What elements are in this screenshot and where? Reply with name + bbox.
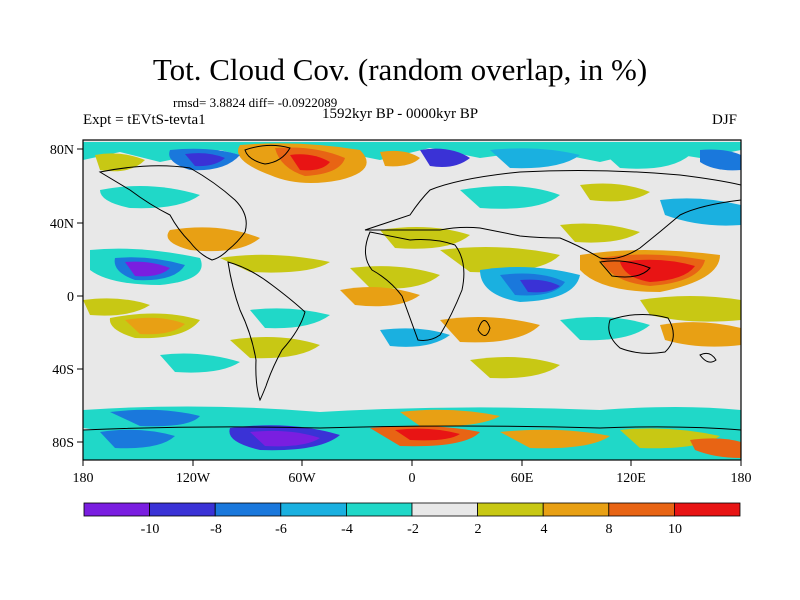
colorbar-swatch (477, 502, 544, 517)
rmsd-diff-stats: rmsd= 3.8824 diff= -0.0922089 (173, 95, 338, 110)
y-tick-label: 0 (67, 290, 74, 305)
colorbar-label: 8 (606, 522, 613, 537)
x-tick-label: 120E (616, 471, 646, 486)
colorbar-labels: -10 -8 -6 -4 -2 2 4 8 10 (141, 522, 682, 537)
x-tick-label: 120W (176, 471, 211, 486)
x-tick-label: 60W (288, 471, 316, 486)
colorbar-swatch (214, 502, 282, 517)
anomaly-field (83, 140, 741, 460)
period-label: 1592kyr BP - 0000kyr BP (322, 106, 479, 122)
colorbar-swatch (542, 502, 610, 517)
experiment-label: Expt = tEVtS-tevta1 (83, 112, 206, 128)
colorbar-swatch (83, 502, 150, 517)
colorbar-label: -8 (210, 522, 222, 537)
y-tick-label: 40S (52, 363, 74, 378)
y-tick-labels: 80N 40N 0 40S 80S (50, 143, 74, 451)
colorbar-label: -2 (407, 522, 419, 537)
colorbar-swatch (411, 502, 478, 517)
colorbar-swatch (280, 502, 347, 517)
colorbar-label: 10 (668, 522, 682, 537)
map-title: Tot. Cloud Cov. (random overlap, in %) (152, 52, 648, 87)
x-tick-label: 60E (511, 471, 534, 486)
y-tick-label: 40N (50, 217, 74, 232)
colorbar-label: -6 (275, 522, 287, 537)
tick-marks (77, 148, 742, 466)
colorbar-label: 4 (541, 522, 548, 537)
x-tick-label: 180 (73, 471, 94, 486)
colorbar-swatch (345, 502, 413, 517)
x-tick-label: 180 (731, 471, 752, 486)
colorbar-label: -4 (341, 522, 353, 537)
colorbar-swatch (149, 502, 216, 517)
colorbar-label: -10 (141, 522, 160, 537)
colorbar (83, 502, 741, 517)
coastlines (83, 144, 741, 431)
x-tick-label: 0 (409, 471, 416, 486)
x-tick-labels: 180 120W 60W 0 60E 120E 180 (73, 471, 752, 486)
colorbar-swatch (608, 502, 675, 517)
colorbar-label: 2 (475, 522, 482, 537)
season-label: DJF (712, 112, 738, 128)
y-tick-label: 80N (50, 143, 74, 158)
colorbar-swatch (674, 502, 741, 517)
y-tick-label: 80S (52, 436, 74, 451)
